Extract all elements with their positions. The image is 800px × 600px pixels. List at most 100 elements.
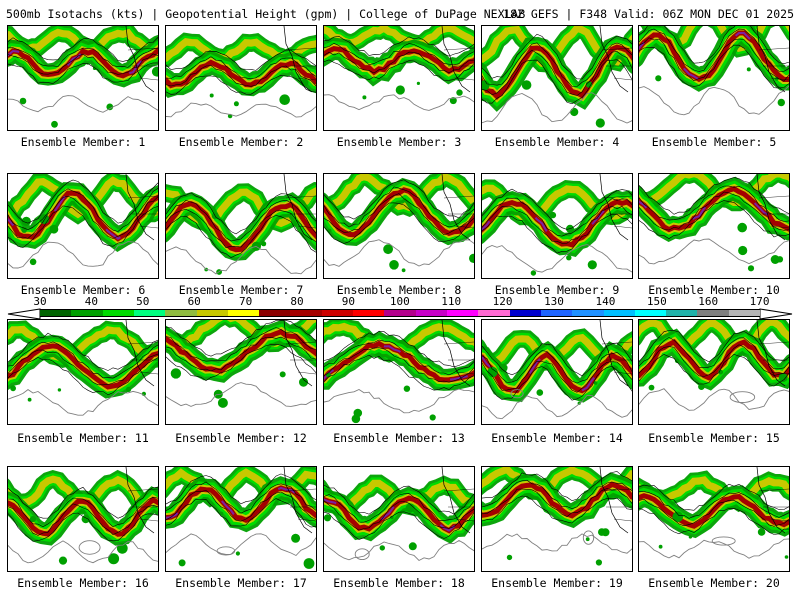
colorbar-tick-label: 140 xyxy=(595,295,616,308)
isotach-blob xyxy=(672,511,684,523)
ensemble-map xyxy=(639,467,789,559)
ensemble-member-label: Ensemble Member: 7 xyxy=(178,283,304,297)
height-contour xyxy=(166,343,316,381)
isotach-blob xyxy=(39,214,50,225)
colorbar-swatch xyxy=(102,309,135,317)
isotach-blob xyxy=(209,93,214,98)
isotach-blob xyxy=(674,358,680,363)
colorbar-swatch xyxy=(447,309,479,317)
isotach-blob xyxy=(19,97,27,105)
jet-core-red xyxy=(639,30,789,83)
ensemble-member-label: Ensemble Member: 16 xyxy=(17,576,149,590)
isotach-blob xyxy=(291,533,301,543)
header-title-left: 500mb Isotachs (kts) | Geopotential Heig… xyxy=(6,7,526,21)
ensemble-member-label: Ensemble Member: 18 xyxy=(333,576,465,590)
isotach-blob xyxy=(383,244,393,255)
isotach-blob xyxy=(536,389,544,396)
state-border xyxy=(601,341,632,375)
closed-low-contour xyxy=(78,540,101,555)
jet-band-yellow xyxy=(8,325,158,363)
height-contour xyxy=(639,491,789,519)
height-contour xyxy=(324,59,474,81)
state-border xyxy=(443,47,474,81)
colorbar-tick-label: 50 xyxy=(136,295,150,308)
height-contour-grey xyxy=(8,241,158,269)
isotach-blob xyxy=(688,535,693,539)
isotach-blob xyxy=(235,551,240,556)
isotach-blob xyxy=(327,228,332,233)
isotach-blob xyxy=(389,260,399,270)
jet-core-red xyxy=(8,496,158,537)
height-contour xyxy=(482,59,632,105)
isotach-blob xyxy=(362,95,367,100)
ensemble-member-panel xyxy=(7,319,159,425)
height-contour-grey xyxy=(482,533,632,554)
height-contour xyxy=(482,350,632,384)
ensemble-member-label: Ensemble Member: 8 xyxy=(336,283,462,297)
ensemble-map xyxy=(482,26,632,128)
ensemble-member-panel xyxy=(323,319,475,425)
colorbar-swatch xyxy=(227,309,260,317)
colorbar-tick-label: 150 xyxy=(646,295,667,308)
state-border xyxy=(285,47,316,81)
ensemble-member-panel xyxy=(638,173,790,279)
isotach-blob xyxy=(21,216,31,226)
colorbar-swatch xyxy=(290,309,323,317)
state-border xyxy=(758,341,789,375)
colorbar-swatch xyxy=(196,309,229,317)
height-contour xyxy=(166,327,316,362)
height-contour xyxy=(324,202,474,244)
height-contour-grey xyxy=(639,238,789,265)
height-contour xyxy=(639,344,789,377)
isotach-blob xyxy=(587,260,597,270)
ensemble-map xyxy=(482,320,632,420)
ensemble-member-label: Ensemble Member: 9 xyxy=(494,283,620,297)
coastline xyxy=(125,26,155,93)
height-contour-grey xyxy=(166,245,316,275)
jet-core-red xyxy=(166,328,316,374)
ensemble-map xyxy=(324,320,474,424)
colorbar-tick-label: 160 xyxy=(698,295,719,308)
jet-core-red xyxy=(482,351,632,394)
isotach-blob xyxy=(324,514,332,522)
isotach-blob xyxy=(279,94,290,105)
height-contour xyxy=(8,486,158,519)
state-border xyxy=(285,195,316,229)
height-contour xyxy=(324,193,474,236)
colorbar-swatch xyxy=(666,309,698,317)
ensemble-member-label: Ensemble Member: 12 xyxy=(175,431,307,445)
coastline xyxy=(441,320,471,387)
isotach-blob xyxy=(51,120,58,128)
jet-core-red xyxy=(482,44,632,100)
colorbar-tick-label: 120 xyxy=(492,295,513,308)
jet-band-yellow xyxy=(639,320,789,352)
height-contour xyxy=(482,360,632,393)
ensemble-member-panel xyxy=(638,25,790,131)
colorbar-swatch xyxy=(415,309,448,317)
ensemble-map xyxy=(166,26,316,119)
height-contour xyxy=(324,35,474,57)
ensemble-member-panel xyxy=(481,25,633,131)
ensemble-map xyxy=(482,174,632,276)
height-contour xyxy=(8,357,158,396)
isotach-blob xyxy=(698,383,705,390)
isotach-blob xyxy=(655,75,662,82)
ensemble-member-panel xyxy=(165,319,317,425)
height-contour xyxy=(482,188,632,230)
isotach-blob xyxy=(469,253,474,263)
state-border xyxy=(127,341,158,375)
height-contour xyxy=(166,65,316,87)
height-contour xyxy=(324,500,474,531)
isotach-blob xyxy=(595,118,605,128)
coastline xyxy=(756,174,786,241)
height-contour-grey xyxy=(639,538,789,559)
state-border xyxy=(285,488,316,522)
height-contour-grey xyxy=(166,102,316,118)
height-contour xyxy=(482,479,632,510)
isotach-blob xyxy=(570,107,579,117)
isotach-blob xyxy=(506,554,513,561)
isotach-blob xyxy=(595,559,602,566)
height-contour xyxy=(324,354,474,391)
height-contour xyxy=(166,498,316,528)
isotach-blob xyxy=(219,511,224,516)
